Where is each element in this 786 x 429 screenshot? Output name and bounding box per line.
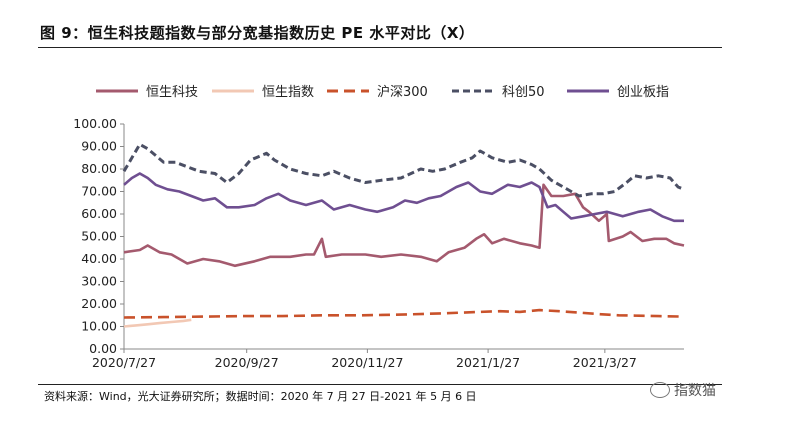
watermark-label: 指数猫: [674, 383, 716, 399]
legend-label: 恒生指数: [262, 85, 314, 100]
legend-label: 沪深300: [377, 84, 428, 100]
y-axis: 0.00 10.00 20.00 30.00 40.00 50.00 60.00 70.00 8…: [73, 116, 125, 356]
legend-label: 创业板指: [617, 85, 669, 100]
series-line-1: [123, 183, 685, 268]
pe-comparison-chart: 恒生科技 恒生指数 沪深300 科创50 创业板指 0.00 10.00 20.00 30.0…: [73, 84, 685, 370]
source-rule: [38, 384, 722, 385]
y-tick-label: 70.00: [81, 184, 117, 199]
figure-title: 图 9：恒生科技题指数与部分宽基指数历史 PE 水平对比（X）: [40, 24, 475, 42]
y-tick-label: 10.00: [81, 319, 117, 334]
legend: 恒生科技 恒生指数 沪深300 科创50 创业板指: [96, 84, 669, 100]
x-tick-label: 2020/11/27: [331, 355, 403, 370]
y-tick-label: 40.00: [81, 251, 117, 266]
y-tick-label: 80.00: [81, 161, 117, 176]
source-note: 资料来源：Wind，光大证券研究所；数据时间：2020 年 7 月 27 日-2…: [44, 390, 477, 403]
series-line-2: [123, 318, 192, 328]
y-tick-label: 30.00: [81, 274, 117, 289]
series-layer: [122, 142, 685, 328]
y-tick-label: 20.00: [81, 296, 117, 311]
y-tick-label: 90.00: [81, 139, 117, 154]
series-line-4: [122, 142, 685, 198]
series-line-3: [123, 308, 685, 319]
x-axis: 2020/7/27 2020/9/27 2020/11/27 2021/1/27 202…: [92, 348, 684, 370]
title-rule: [38, 47, 722, 48]
y-tick-label: 60.00: [81, 206, 117, 221]
y-tick-label: 100.00: [73, 116, 117, 131]
y-tick-label: 0.00: [89, 341, 117, 356]
x-tick-label: 2021/1/27: [456, 355, 520, 370]
legend-label: 恒生科技: [146, 85, 198, 100]
x-tick-label: 2021/3/27: [573, 355, 637, 370]
legend-label: 科创50: [502, 85, 545, 100]
x-tick-label: 2020/7/27: [92, 355, 156, 370]
y-tick-label: 50.00: [81, 229, 117, 244]
watermark: 指数猫: [650, 380, 716, 400]
series-line-5: [123, 172, 684, 223]
x-tick-label: 2020/9/27: [215, 355, 279, 370]
wechat-icon: [650, 382, 670, 398]
